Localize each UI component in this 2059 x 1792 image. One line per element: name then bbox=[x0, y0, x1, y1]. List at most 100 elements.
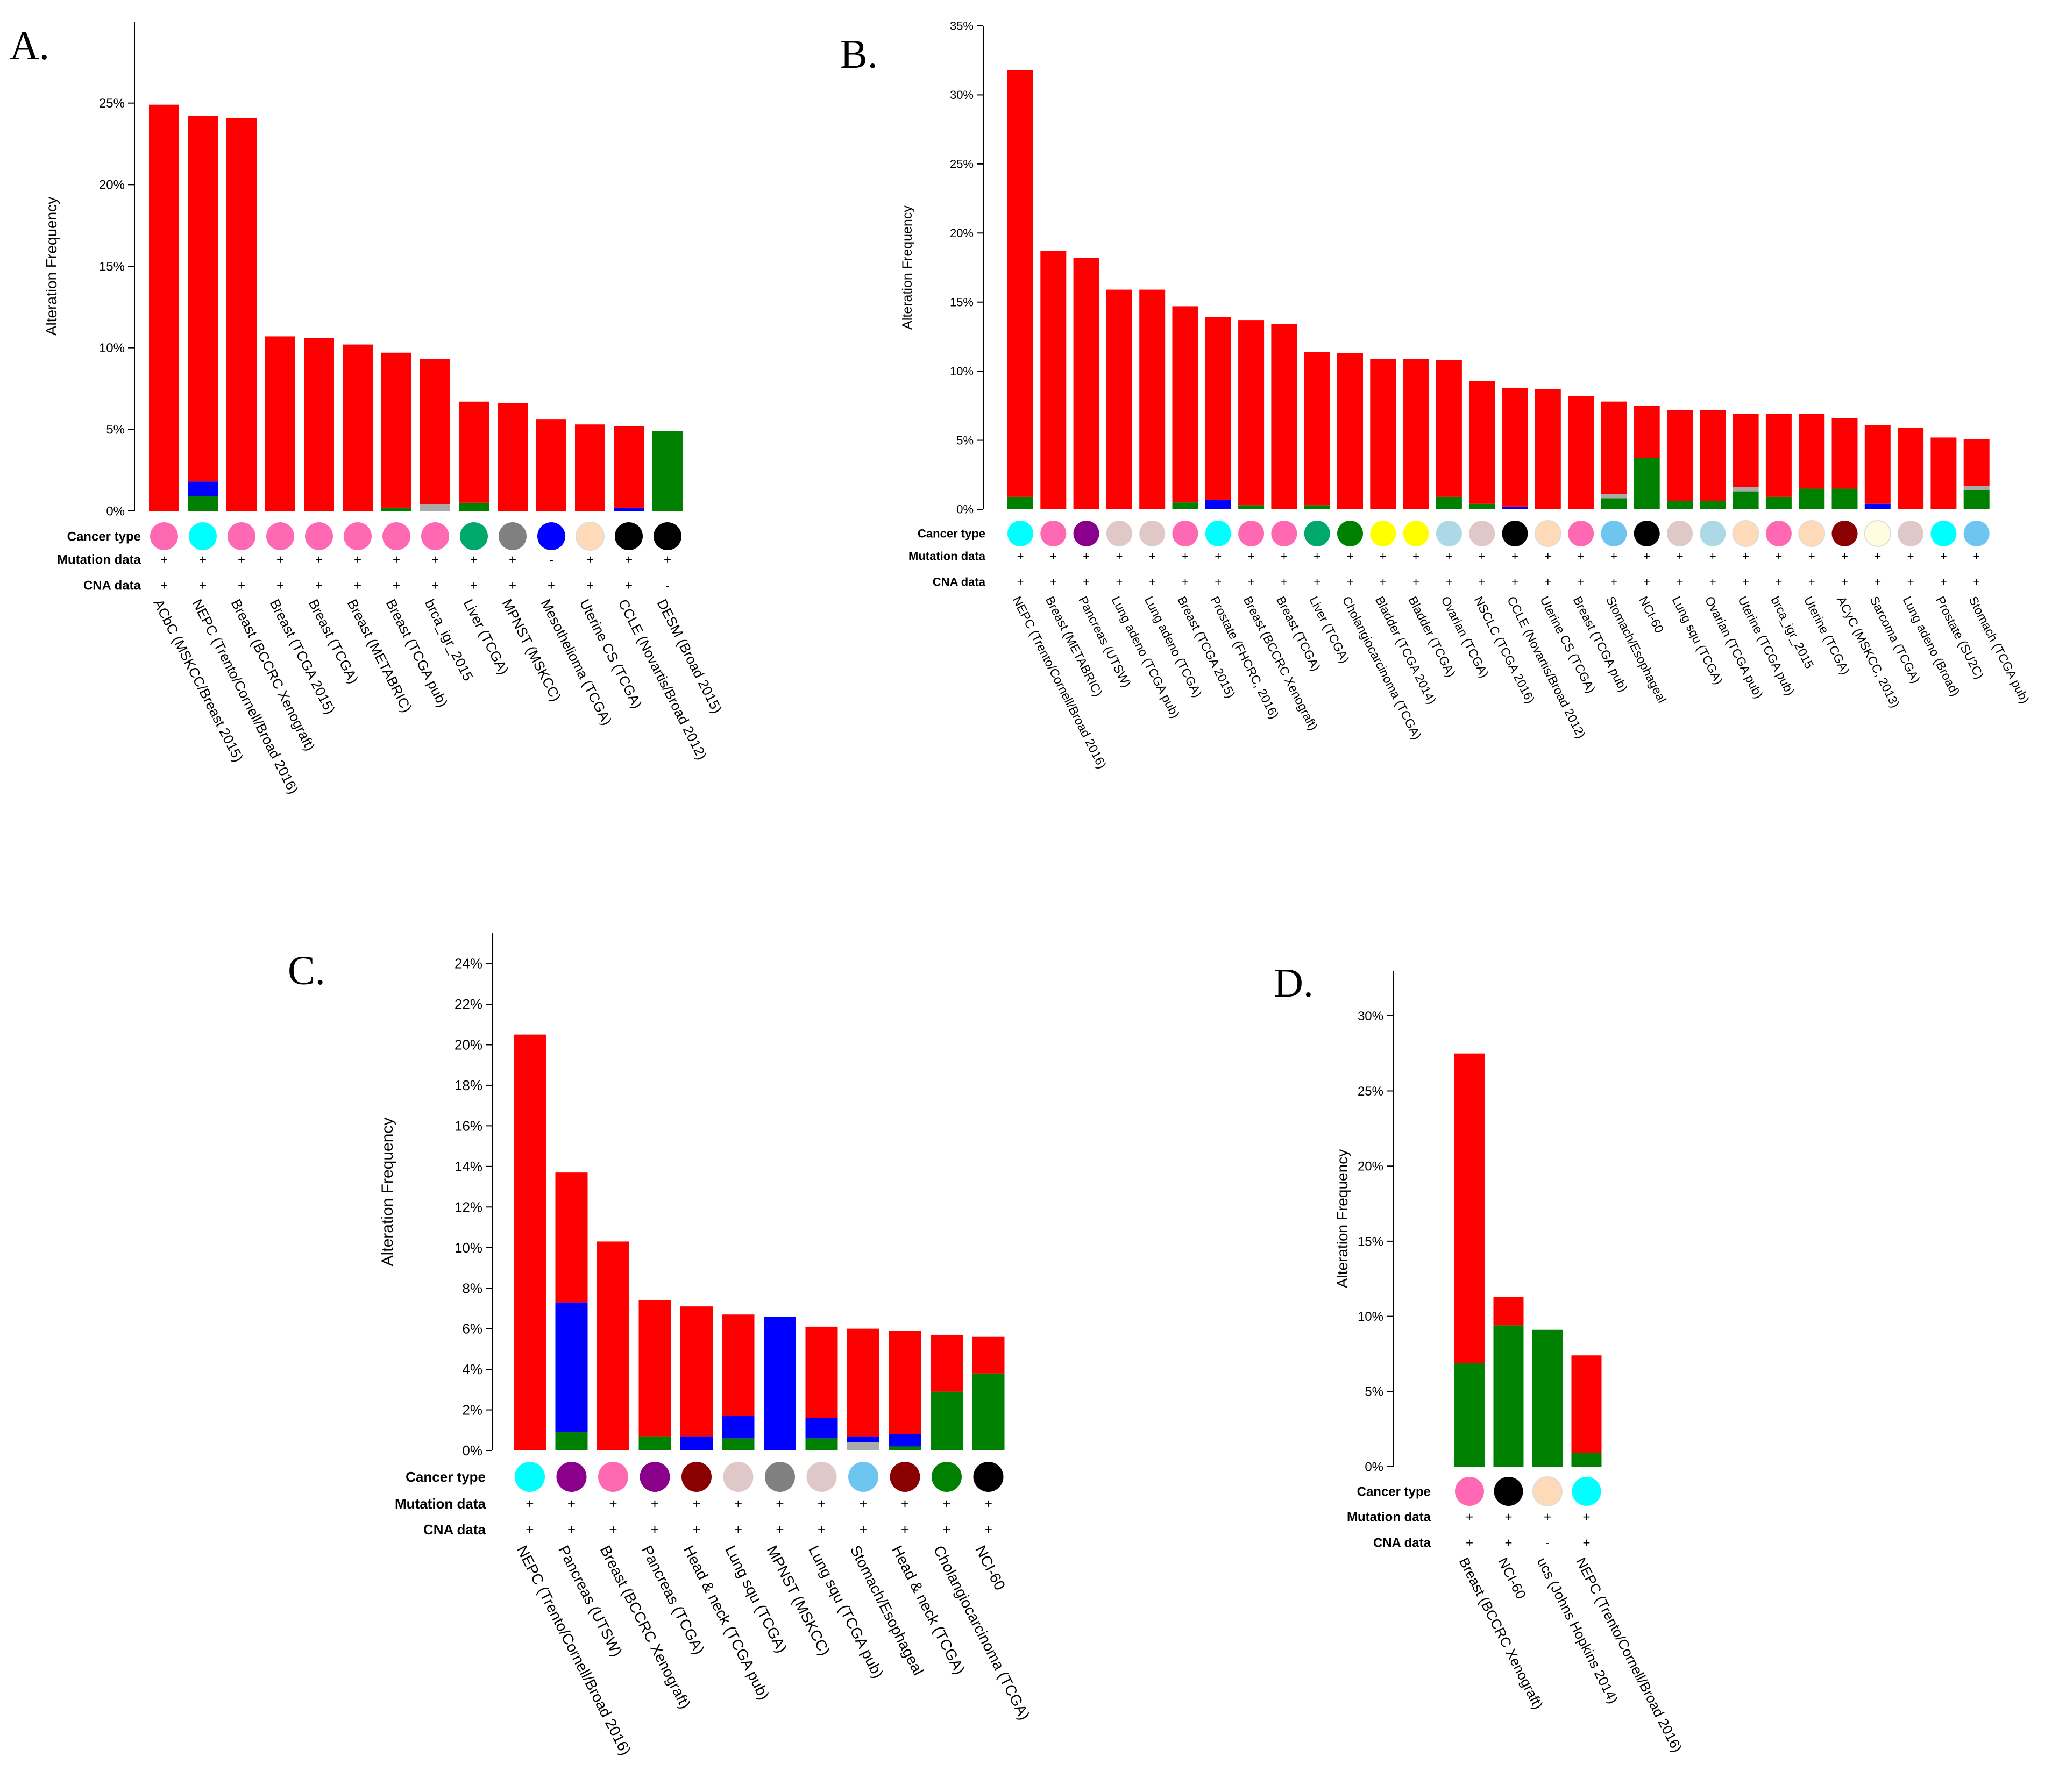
cna-data-mark: + bbox=[1610, 575, 1617, 589]
bar-amplification bbox=[188, 116, 218, 482]
cna-data-mark: + bbox=[1742, 575, 1749, 589]
cancer-type-dot bbox=[537, 522, 565, 550]
cancer-type-dot bbox=[382, 522, 410, 550]
cna-data-mark: + bbox=[692, 1521, 700, 1538]
cna-data-mark: + bbox=[1907, 575, 1914, 589]
bar-amplification bbox=[1403, 359, 1429, 509]
cancer-type-dot bbox=[1831, 521, 1858, 546]
cancer-type-dot bbox=[615, 522, 643, 550]
mutation-data-mark: + bbox=[238, 552, 245, 567]
bar-mutation bbox=[1493, 1325, 1524, 1467]
cancer-type-dot bbox=[681, 1462, 712, 1492]
cancer-type-dot bbox=[1898, 521, 1924, 546]
cancer-type-dot bbox=[973, 1462, 1004, 1492]
mutation-data-mark: + bbox=[1544, 1510, 1551, 1524]
bar-mutation bbox=[459, 502, 489, 511]
cancer-type-dot bbox=[848, 1462, 878, 1492]
cancer-type-dot bbox=[1436, 521, 1462, 546]
mutation-data-mark: + bbox=[734, 1496, 742, 1512]
mutation-data-mark: + bbox=[1874, 550, 1881, 563]
mutation-data-mark: + bbox=[1709, 550, 1716, 563]
cna-data-mark: + bbox=[859, 1521, 867, 1538]
cancer-type-dot bbox=[598, 1462, 628, 1492]
cancer-type-dot bbox=[1765, 521, 1792, 546]
bar-mutation bbox=[805, 1438, 838, 1450]
bar-mutation bbox=[1007, 496, 1033, 509]
y-tick-label: 25% bbox=[99, 96, 125, 111]
cna-data-mark: + bbox=[1050, 575, 1057, 589]
mutation-data-row-label: Mutation data bbox=[908, 550, 986, 563]
category-label: Head & neck (TCGA) bbox=[889, 1543, 968, 1677]
mutation-data-mark: + bbox=[1380, 550, 1387, 563]
cancer-type-dot bbox=[1572, 1477, 1601, 1506]
mutation-data-mark: + bbox=[526, 1496, 534, 1512]
bar-amplification bbox=[805, 1326, 838, 1418]
bar-deletion bbox=[614, 507, 644, 511]
cancer-type-dot bbox=[189, 522, 217, 550]
cna-data-mark: + bbox=[1940, 575, 1947, 589]
bar-mutation bbox=[889, 1446, 921, 1450]
bar-amplification bbox=[931, 1334, 963, 1392]
bar-amplification bbox=[1238, 320, 1265, 506]
mutation-data-mark: + bbox=[901, 1496, 909, 1512]
mutation-data-mark: + bbox=[664, 552, 671, 567]
bar-amplification bbox=[680, 1306, 713, 1437]
bar-amplification bbox=[1040, 251, 1067, 509]
mutation-data-mark: + bbox=[859, 1496, 867, 1512]
cna-data-mark: + bbox=[1479, 575, 1486, 589]
bar-amplification bbox=[1139, 289, 1166, 509]
chart-panel-c: 0% 2% 4% 6% 8% 10% 12% 14% 16% 18% 20% 22% 24% Altera… bbox=[379, 933, 1033, 1758]
mutation-data-mark: + bbox=[567, 1496, 576, 1512]
bar-amplification bbox=[1568, 396, 1594, 509]
cancer-type-dot bbox=[932, 1462, 962, 1492]
cna-data-mark: + bbox=[1466, 1535, 1473, 1550]
y-tick-label: 20% bbox=[950, 226, 974, 240]
bar-deletion bbox=[847, 1436, 879, 1442]
cancer-type-dot bbox=[1494, 1477, 1523, 1506]
mutation-data-mark: + bbox=[431, 552, 439, 567]
bar-multiple bbox=[1601, 494, 1627, 499]
cna-data-mark: + bbox=[942, 1521, 950, 1538]
bar-mutation bbox=[1799, 488, 1825, 509]
y-tick-label: 0% bbox=[956, 503, 974, 516]
cna-data-mark: + bbox=[901, 1521, 909, 1538]
bar-amplification bbox=[1469, 381, 1495, 504]
mutation-data-mark: + bbox=[818, 1496, 826, 1512]
y-tick-label: 15% bbox=[1358, 1234, 1383, 1249]
cancer-type-dot bbox=[556, 1462, 587, 1492]
cna-data-mark: + bbox=[315, 578, 323, 593]
bar-amplification bbox=[555, 1172, 588, 1303]
cancer-type-dot bbox=[1634, 521, 1660, 546]
cancer-type-dot bbox=[1700, 521, 1726, 546]
mutation-data-mark: + bbox=[1466, 1510, 1473, 1524]
mutation-data-mark: + bbox=[1050, 550, 1057, 563]
cancer-type-row-label: Cancer type bbox=[67, 529, 141, 544]
cancer-type-dot bbox=[1238, 521, 1265, 546]
cna-data-mark: + bbox=[734, 1521, 742, 1538]
y-tick-label: 5% bbox=[956, 433, 974, 447]
y-tick-label: 30% bbox=[950, 88, 974, 102]
bar-mutation bbox=[1601, 498, 1627, 509]
mutation-data-mark: + bbox=[1445, 550, 1452, 563]
bar-deletion bbox=[555, 1302, 588, 1433]
cna-data-mark: + bbox=[651, 1521, 659, 1538]
cna-data-mark: + bbox=[1347, 575, 1354, 589]
cancer-type-dot bbox=[1732, 520, 1759, 547]
bar-amplification bbox=[514, 1034, 546, 1450]
panel-letter-a: A. bbox=[10, 23, 49, 68]
mutation-data-row-label: Mutation data bbox=[57, 552, 141, 567]
cna-data-mark: + bbox=[276, 578, 284, 593]
panel-letter-c: C. bbox=[288, 948, 325, 993]
bar-mutation bbox=[1454, 1363, 1485, 1467]
y-tick-label: 2% bbox=[462, 1402, 482, 1418]
bar-amplification bbox=[1535, 389, 1561, 509]
y-tick-label: 18% bbox=[455, 1077, 482, 1093]
bar-mutation bbox=[1963, 490, 1990, 509]
cancer-type-dot bbox=[1172, 521, 1198, 546]
cna-data-mark: + bbox=[1182, 575, 1189, 589]
cancer-type-dot bbox=[640, 1462, 670, 1492]
bar-amplification bbox=[149, 104, 179, 511]
cancer-type-dot bbox=[1337, 521, 1363, 546]
bar-amplification bbox=[459, 401, 489, 503]
cancer-type-dot bbox=[460, 522, 488, 550]
